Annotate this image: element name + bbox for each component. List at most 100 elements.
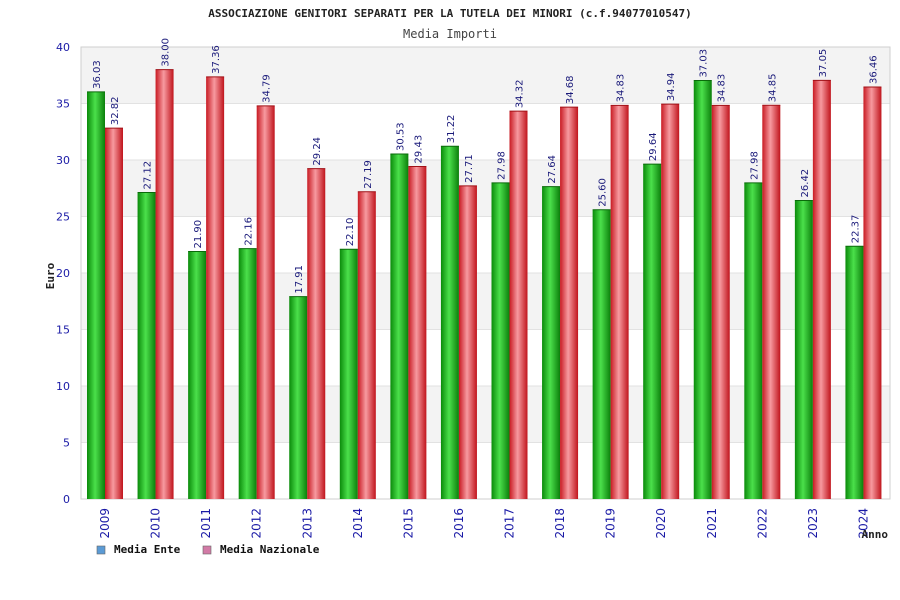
bar-media-ente: [542, 186, 561, 499]
legend-label: Media Nazionale: [220, 543, 320, 556]
value-label: 31.22: [446, 115, 457, 144]
y-axis-ticks: 0 5 10 15 20 25 30 35 40: [56, 41, 70, 506]
legend: Media Ente Media Nazionale: [96, 543, 320, 556]
bars: [87, 69, 882, 500]
y-tick-label: 40: [56, 41, 70, 54]
bar-media-ente: [87, 91, 105, 500]
bar-media-nazionale: [155, 69, 174, 499]
value-label: 36.03: [92, 60, 103, 89]
legend-swatch: [96, 545, 106, 555]
value-label: 34.83: [616, 74, 627, 103]
bar-media-nazionale: [661, 104, 680, 499]
x-axis-ticks: 2009 2010 2011 2012 2013 2014 2015 2016 2017 2018…: [98, 508, 870, 539]
bar-media-nazionale: [863, 87, 882, 499]
value-label: 34.79: [262, 74, 273, 103]
x-tick-label: 2019: [604, 508, 618, 539]
x-tick-label: 2012: [250, 508, 264, 539]
chart-title: ASSOCIAZIONE GENITORI SEPARATI PER LA TU…: [208, 7, 691, 20]
bar-media-ente: [491, 182, 510, 500]
value-label: 34.32: [515, 80, 526, 109]
value-label: 37.36: [211, 45, 222, 74]
value-label: 27.98: [497, 151, 508, 180]
value-labels: 36.03 32.82 27.12 38.00 21.90 37.36 22.16 34.79…: [92, 38, 879, 294]
x-tick-label: 2018: [553, 508, 567, 539]
bar-media-ente: [440, 146, 459, 500]
x-tick-label: 2014: [351, 508, 365, 539]
y-axis-title: Euro: [44, 262, 57, 289]
bar-media-nazionale: [509, 111, 528, 500]
value-label: 34.83: [717, 74, 728, 103]
value-label: 34.85: [767, 74, 778, 103]
value-label: 25.60: [598, 178, 609, 207]
bar-media-nazionale: [812, 80, 831, 500]
y-tick-label: 10: [56, 380, 70, 393]
bar-media-ente: [137, 192, 156, 499]
bar-media-ente: [390, 154, 409, 500]
value-label: 27.12: [143, 161, 154, 190]
value-label: 27.98: [749, 151, 760, 180]
bar-media-nazionale: [307, 168, 326, 499]
bar-media-nazionale: [206, 76, 225, 499]
y-tick-label: 25: [56, 211, 70, 224]
value-label: 30.53: [395, 122, 406, 151]
value-label: 34.68: [565, 75, 576, 104]
bar-media-ente: [238, 248, 257, 499]
value-label: 22.10: [345, 218, 356, 247]
value-label: 22.16: [244, 217, 255, 246]
bar-media-ente: [693, 80, 712, 499]
y-tick-label: 30: [56, 154, 70, 167]
x-tick-label: 2015: [401, 508, 415, 539]
value-label: 37.05: [818, 49, 829, 78]
bar-media-nazionale: [357, 191, 376, 500]
bar-media-nazionale: [762, 105, 781, 499]
bar-media-ente: [794, 200, 813, 500]
x-tick-label: 2023: [806, 508, 820, 539]
bar-media-nazionale: [408, 166, 427, 500]
legend-swatch: [202, 545, 212, 555]
x-axis-title: Anno: [862, 528, 889, 541]
x-tick-label: 2011: [199, 508, 213, 539]
value-label: 29.64: [648, 132, 659, 161]
bar-media-ente: [339, 249, 358, 499]
value-label: 26.42: [800, 169, 811, 198]
bar-media-ente: [845, 246, 864, 499]
x-tick-label: 2009: [98, 508, 112, 539]
bar-media-nazionale: [105, 128, 123, 499]
value-label: 34.94: [666, 73, 677, 102]
x-tick-label: 2017: [503, 508, 517, 539]
value-label: 27.64: [547, 155, 558, 184]
value-label: 38.00: [161, 38, 172, 67]
value-label: 36.46: [868, 55, 879, 84]
x-tick-label: 2020: [654, 508, 668, 539]
legend-label: Media Ente: [114, 543, 181, 556]
y-tick-label: 15: [56, 324, 70, 337]
plot-frame: [80, 46, 891, 500]
x-tick-label: 2013: [300, 508, 314, 539]
x-tick-label: 2024: [856, 508, 870, 539]
chart-subtitle: Media Importi: [403, 27, 497, 41]
value-label: 27.19: [363, 160, 374, 189]
value-label: 29.24: [312, 137, 323, 166]
x-tick-label: 2016: [452, 508, 466, 539]
value-label: 37.03: [699, 49, 710, 78]
bar-media-nazionale: [256, 105, 275, 500]
bar-media-ente: [643, 164, 662, 499]
bar-media-ente: [592, 209, 611, 499]
y-tick-label: 0: [63, 493, 70, 506]
value-label: 27.71: [464, 154, 475, 183]
x-tick-label: 2021: [705, 508, 719, 539]
y-tick-label: 20: [56, 267, 70, 280]
bar-media-ente: [744, 182, 763, 500]
y-tick-label: 35: [56, 98, 70, 111]
bar-media-nazionale: [560, 107, 579, 499]
bar-media-nazionale: [610, 105, 629, 500]
bar-media-nazionale: [458, 185, 477, 499]
value-label: 22.37: [850, 215, 861, 244]
y-tick-label: 5: [63, 437, 70, 450]
value-label: 32.82: [110, 96, 121, 125]
bar-media-nazionale: [711, 105, 730, 500]
value-label: 17.91: [294, 265, 305, 294]
x-tick-label: 2010: [149, 508, 163, 539]
bar-media-ente: [289, 296, 308, 499]
